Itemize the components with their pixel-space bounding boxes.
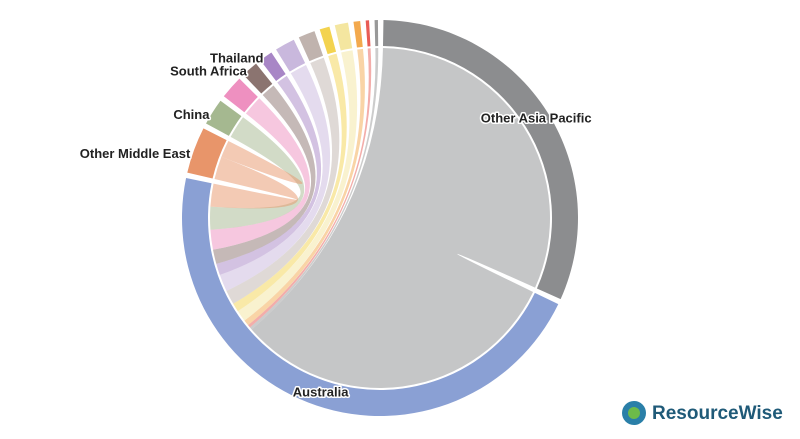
ribbon: [219, 64, 331, 291]
logo-icon-inner: [628, 407, 640, 419]
group-arc: [374, 20, 379, 47]
group-arc: [260, 52, 286, 81]
ribbon: [226, 57, 340, 304]
ribbon: [216, 75, 322, 275]
ribbon: [249, 48, 379, 330]
group-arc: [365, 20, 371, 47]
group-label: Other Asia Pacific: [481, 110, 592, 125]
labels: Other Asia Pacific Australia Other Middle …: [78, 49, 593, 401]
ribbon: [221, 141, 303, 184]
ribbon: [237, 50, 358, 321]
logo-text: ResourceWise: [652, 403, 783, 424]
group-label: China: [173, 107, 210, 122]
group-label: Other Middle East: [80, 146, 191, 161]
ribbon: [233, 53, 347, 312]
group-arc: [334, 22, 353, 51]
group-arc: [187, 128, 227, 179]
ribbon: [210, 98, 310, 250]
group-arc: [298, 31, 324, 62]
ribbon: [210, 117, 305, 230]
ribbons: [210, 48, 551, 389]
group-arc: [319, 26, 337, 55]
group-arc: [182, 177, 559, 417]
logo: ResourceWise: [622, 401, 783, 425]
group-arc: [353, 20, 363, 48]
group-arc: [383, 20, 578, 300]
ribbon: [251, 48, 551, 389]
group-arc: [243, 63, 273, 94]
group-label: Australia: [293, 385, 349, 400]
group-arc: [276, 39, 306, 72]
ribbon: [210, 156, 299, 209]
arcs: [182, 20, 578, 417]
group-label: South Africa: [170, 63, 248, 78]
group-label: Thailand: [210, 50, 264, 65]
group-arc: [206, 100, 242, 136]
group-arc: [223, 78, 258, 113]
